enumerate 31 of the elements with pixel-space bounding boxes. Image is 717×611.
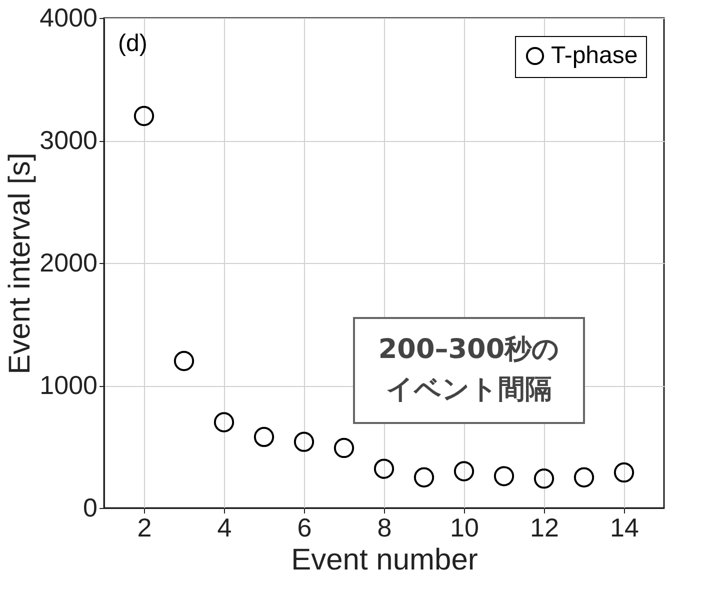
point — [214, 412, 234, 432]
x-axis-title: Event number — [291, 544, 478, 576]
annotation: (d) — [118, 30, 148, 57]
x-tick-label: 12 — [530, 512, 559, 542]
y-tick-label: 2000 — [40, 248, 98, 278]
y-tick-label: 3000 — [40, 125, 98, 155]
point — [534, 468, 554, 489]
point — [574, 467, 594, 488]
point — [614, 462, 634, 483]
y-tick-label: 4000 — [40, 2, 98, 32]
x-tick-label: 8 — [377, 512, 392, 542]
point — [294, 432, 314, 452]
y-axis-title: Event interval [s] — [4, 152, 37, 374]
y-tick-label: 0 — [83, 492, 98, 522]
annotation: 200–300秒の — [378, 334, 560, 365]
point — [254, 426, 274, 448]
x-tick-label: 2 — [137, 512, 152, 542]
point — [374, 458, 394, 479]
x-tick-label: 4 — [217, 512, 232, 542]
point — [334, 438, 354, 458]
point — [174, 350, 194, 372]
x-tick-label: 14 — [610, 512, 639, 542]
annotation: イベント間隔 — [386, 374, 552, 405]
point — [414, 467, 434, 488]
y-tick-label: 1000 — [40, 370, 98, 400]
legend-label: T-phase — [551, 42, 638, 69]
point — [494, 466, 514, 486]
x-tick-label: 10 — [450, 512, 479, 542]
x-tick-label: 6 — [297, 512, 312, 542]
point — [454, 461, 474, 482]
point — [134, 106, 154, 126]
